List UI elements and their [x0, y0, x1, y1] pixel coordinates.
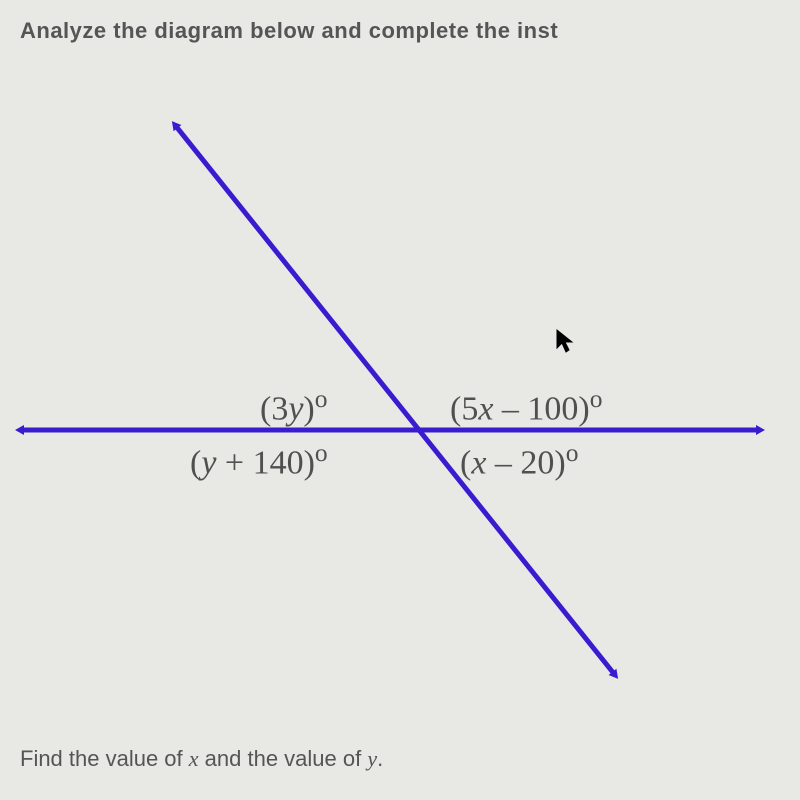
- instruction-header: Analyze the diagram below and complete t…: [20, 18, 558, 44]
- lines-svg: [0, 70, 800, 710]
- question-footer: Find the value of x and the value of y.: [20, 746, 383, 772]
- angle-label-bottom-left: (y + 140)o: [190, 438, 328, 482]
- footer-suffix: .: [377, 746, 383, 771]
- footer-prefix: Find the value of: [20, 746, 189, 771]
- angle-label-top-right: (5x – 100)o: [450, 384, 603, 428]
- angle-label-bottom-right: (x – 20)o: [460, 438, 579, 482]
- footer-mid: and the value of: [199, 746, 368, 771]
- cursor-icon: [555, 328, 575, 354]
- footer-var2: y: [367, 746, 377, 771]
- geometry-diagram: (3y)o (5x – 100)o (y + 140)o (x – 20)o: [0, 70, 800, 710]
- angle-label-top-left: (3y)o: [260, 384, 328, 428]
- footer-var1: x: [189, 746, 199, 771]
